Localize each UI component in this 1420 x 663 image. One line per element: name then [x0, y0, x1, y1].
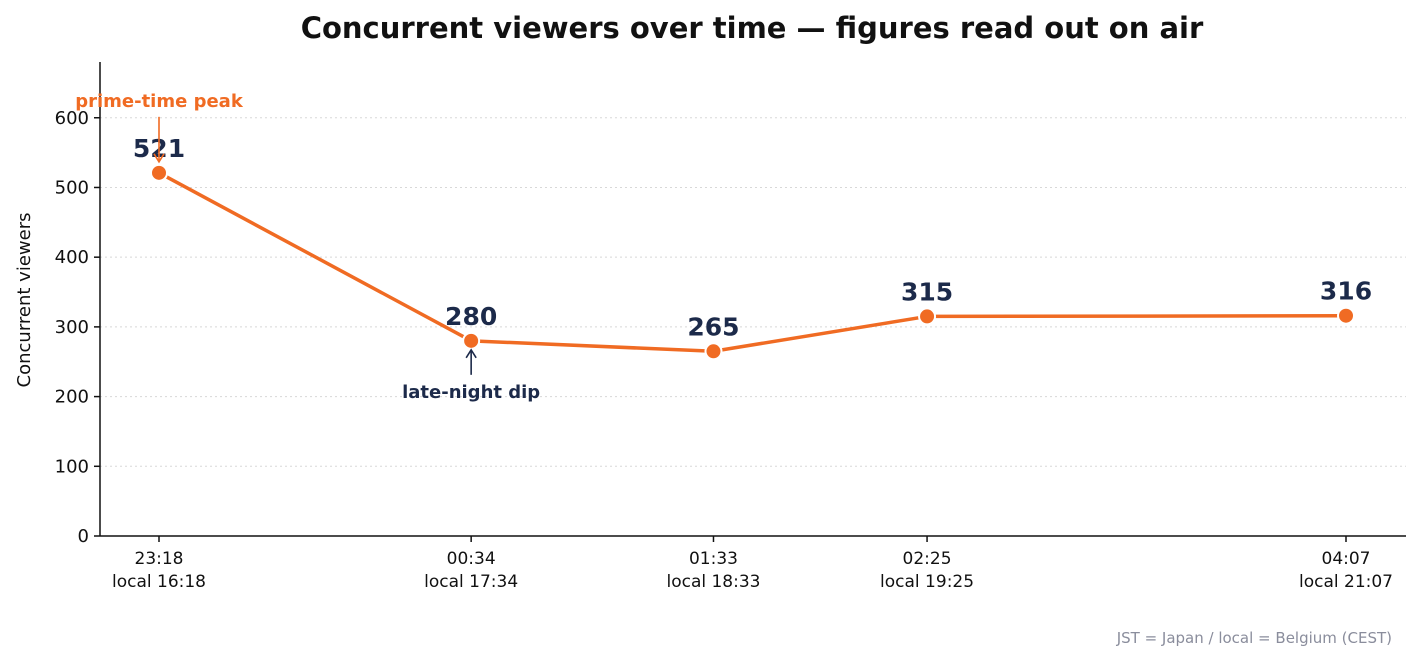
- y-tick-label: 400: [55, 247, 89, 268]
- data-point: [150, 163, 168, 182]
- data-label: 280: [445, 302, 497, 331]
- y-tick-label: 600: [55, 108, 89, 129]
- x-tick-label-local: local 19:25: [880, 572, 974, 592]
- data-point: [918, 307, 937, 326]
- x-tick-label-jst: 02:25: [903, 549, 952, 569]
- axes: [99, 62, 1406, 537]
- footnote: JST = Japan / local = Belgium (CEST): [1116, 629, 1392, 647]
- y-tick-label: 500: [55, 177, 89, 198]
- y-tick-label: 300: [55, 317, 89, 338]
- y-tick-label: 0: [78, 526, 89, 547]
- data-label: 316: [1320, 277, 1372, 306]
- y-tick-label: 200: [55, 387, 89, 408]
- annotations: prime-time peak late-night dip: [75, 91, 540, 403]
- data-point: [1337, 306, 1355, 325]
- x-tick-label-jst: 00:34: [447, 549, 496, 569]
- x-tick-label-jst: 04:07: [1322, 549, 1371, 569]
- x-tick-label-local: local 16:18: [112, 572, 206, 592]
- x-tick-label-jst: 01:33: [689, 549, 738, 569]
- x-tick-label-jst: 23:18: [135, 549, 184, 569]
- x-tick-label-local: local 17:34: [424, 572, 518, 592]
- y-axis-label: Concurrent viewers: [14, 213, 35, 388]
- data-label: 265: [687, 312, 739, 341]
- x-ticks: 23:18 local 16:18 00:34 local 17:34 01:33 loc…: [112, 536, 1393, 592]
- data-point: [704, 342, 723, 361]
- x-tick-label-local: local 18:33: [666, 572, 760, 592]
- annotation-peak-label: prime-time peak: [75, 91, 244, 112]
- annotation-dip-label: late-night dip: [402, 382, 540, 403]
- annotation-dip-arrowhead: [465, 348, 477, 359]
- grid-lines: [100, 117, 1406, 467]
- data-point: [462, 331, 481, 350]
- data-label: 315: [901, 277, 953, 306]
- y-ticks: 0 100 200 300 400 500 600: [55, 108, 100, 547]
- y-tick-label: 100: [55, 456, 89, 477]
- chart-title: Concurrent viewers over time — figures r…: [301, 11, 1204, 45]
- x-tick-label-local: local 21:07: [1299, 572, 1393, 592]
- series-line: [157, 171, 1348, 354]
- annotation-peak-arrowhead: [153, 153, 165, 164]
